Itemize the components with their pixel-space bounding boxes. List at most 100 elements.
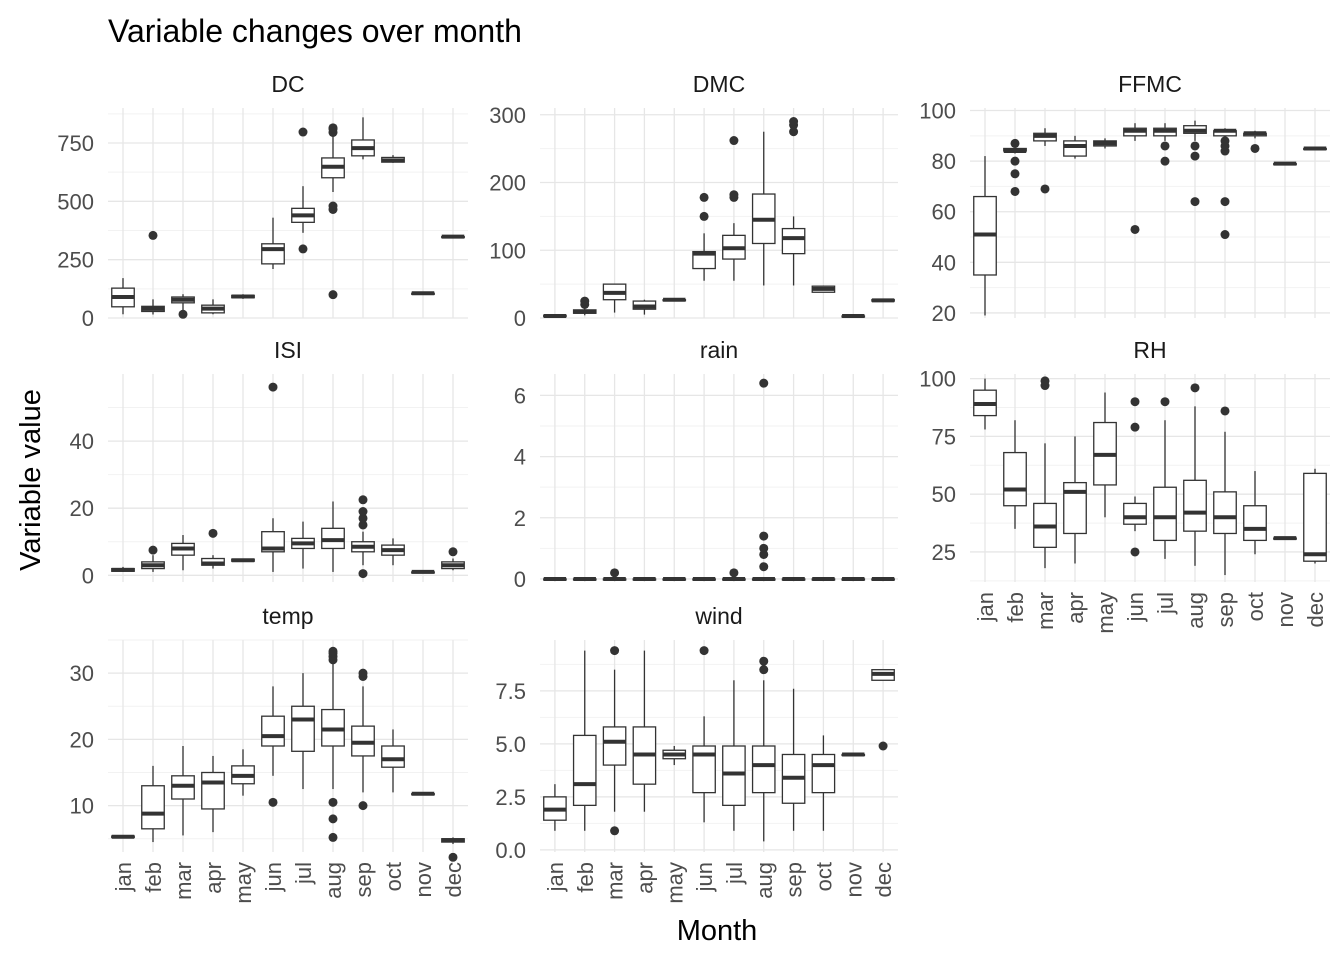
outlier-point (358, 507, 368, 517)
box-temp-nov (411, 791, 435, 796)
box-rain-jun (692, 576, 716, 581)
outlier-point (1190, 383, 1200, 393)
x-tick-label: nov (411, 862, 436, 897)
x-tick-label: feb (1003, 592, 1028, 623)
outlier-point (358, 668, 368, 678)
box-rh-aug (1183, 383, 1207, 566)
y-tick-label: 60 (932, 200, 956, 225)
box-wind-aug (751, 656, 776, 842)
y-tick-label: 300 (489, 103, 526, 128)
outlier-point (759, 543, 769, 553)
box-rh-may (1093, 392, 1117, 518)
outlier-point (358, 569, 368, 579)
outlier-point (789, 117, 799, 127)
outlier-point (1220, 406, 1230, 416)
box-rh-sep (1213, 406, 1237, 576)
outlier-point (328, 832, 338, 842)
x-tick-label: dec (871, 862, 896, 897)
box-rain-mar (602, 568, 627, 581)
outlier-point (358, 495, 368, 505)
outlier-point (328, 646, 338, 656)
outlier-point (328, 201, 338, 211)
box-rain-jul (722, 568, 746, 581)
x-tick-label: oct (1243, 592, 1268, 621)
x-tick-label: apr (1063, 592, 1088, 624)
x-tick-label: sep (1213, 592, 1238, 627)
box-dmc-jan (543, 313, 567, 318)
x-tick-label: dec (1303, 592, 1328, 627)
x-tick-label: mar (171, 862, 196, 900)
outlier-point (610, 826, 620, 836)
x-tick-label: may (662, 862, 687, 904)
x-tick-label: oct (811, 862, 836, 891)
outlier-point (1220, 230, 1230, 240)
box-ffmc-sep (1213, 128, 1237, 240)
outlier-point (328, 814, 338, 824)
outlier-point (1130, 547, 1140, 557)
box-iqr (381, 745, 405, 768)
box-dmc-feb (572, 296, 597, 316)
box-iqr (692, 745, 716, 794)
box-rain-oct (811, 576, 836, 581)
outlier-point (580, 296, 590, 306)
box-iqr (1303, 472, 1327, 562)
x-tick-label: jan (111, 862, 136, 892)
x-tick-label: jul (291, 862, 316, 885)
outlier-point (178, 309, 188, 319)
y-tick-label: 0 (82, 306, 94, 331)
box-iqr (201, 771, 225, 810)
box-iqr (572, 734, 597, 807)
box-dmc-sep (781, 117, 806, 286)
outlier-point (358, 801, 368, 811)
outlier-point (1040, 376, 1050, 386)
x-tick-label: aug (752, 862, 777, 899)
x-tick-label: feb (573, 862, 598, 893)
y-tick-label: 100 (919, 367, 956, 392)
facet-strip-label: DMC (693, 71, 745, 97)
y-tick-label: 500 (57, 189, 94, 214)
x-tick-label: jun (261, 862, 286, 892)
box-iqr (781, 227, 806, 255)
outlier-point (729, 190, 739, 200)
outlier-point (699, 211, 709, 221)
box-iqr (1063, 140, 1087, 157)
box-rh-oct (1243, 471, 1267, 555)
box-wind-sep (781, 688, 806, 831)
box-rh-jan (973, 378, 997, 430)
x-tick-label: sep (351, 862, 376, 897)
box-iqr (1123, 502, 1147, 525)
x-tick-label: oct (381, 862, 406, 891)
y-axis-title: Variable value (15, 389, 47, 571)
outlier-point (1010, 169, 1020, 179)
outlier-point (759, 531, 769, 541)
box-rh-mar (1033, 376, 1057, 569)
y-tick-label: 50 (932, 482, 956, 507)
x-axis-title: Month (677, 915, 758, 947)
y-tick-label: 100 (489, 238, 526, 263)
box-dmc-jul (722, 136, 746, 281)
box-wind-nov (841, 752, 866, 757)
box-temp-jul (291, 673, 315, 790)
y-tick-label: 7.5 (495, 679, 526, 704)
facet-strip-label: wind (694, 603, 742, 629)
box-dmc-nov (841, 313, 866, 318)
box-ffmc-jan (973, 156, 997, 316)
box-ffmc-oct (1243, 130, 1267, 153)
chart-title: Variable changes over month (108, 13, 522, 49)
outlier-point (328, 123, 338, 133)
box-dc-jul (291, 127, 315, 254)
y-tick-label: 100 (919, 99, 956, 124)
box-isi-jul (291, 521, 315, 569)
box-rain-jan (543, 576, 567, 581)
y-tick-label: 40 (932, 250, 956, 275)
facet-panels: DC0250500750DMC0100200300FFMC20406080100… (57, 71, 1330, 904)
x-tick-label: apr (632, 862, 657, 894)
box-dc-apr (201, 299, 225, 315)
x-tick-label: apr (201, 862, 226, 894)
y-tick-label: 80 (932, 149, 956, 174)
y-tick-label: 20 (932, 301, 956, 326)
box-rh-nov (1273, 536, 1297, 541)
x-tick-label: jun (1123, 592, 1148, 622)
box-rh-jul (1153, 397, 1177, 559)
